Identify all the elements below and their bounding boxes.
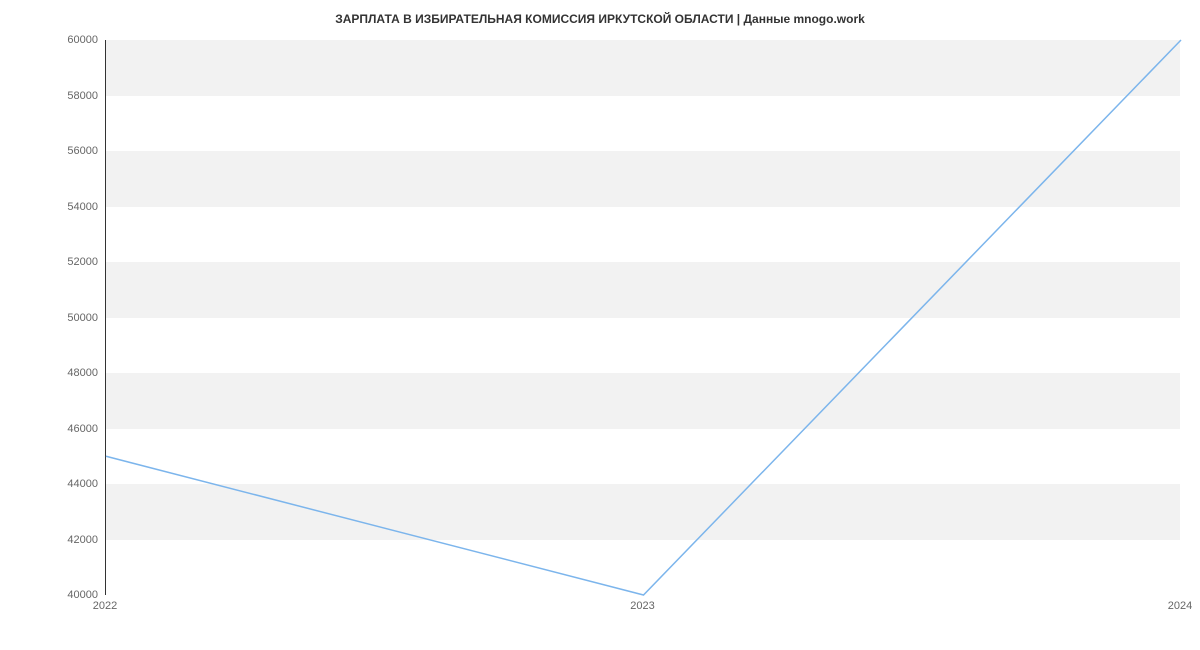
y-tick-label: 52000 <box>38 256 98 268</box>
x-tick-label: 2023 <box>630 600 654 612</box>
y-tick-label: 58000 <box>38 90 98 102</box>
y-tick-label: 48000 <box>38 367 98 379</box>
line-series <box>106 40 1180 595</box>
y-tick-label: 50000 <box>38 312 98 324</box>
x-tick-label: 2024 <box>1168 600 1192 612</box>
x-tick-label: 2022 <box>93 600 117 612</box>
plot-area <box>105 40 1180 595</box>
y-tick-label: 46000 <box>38 423 98 435</box>
y-tick-label: 44000 <box>38 478 98 490</box>
y-tick-label: 60000 <box>38 34 98 46</box>
y-tick-label: 56000 <box>38 145 98 157</box>
y-tick-label: 42000 <box>38 534 98 546</box>
y-tick-label: 40000 <box>38 589 98 601</box>
y-tick-label: 54000 <box>38 201 98 213</box>
chart-title: ЗАРПЛАТА В ИЗБИРАТЕЛЬНАЯ КОМИССИЯ ИРКУТС… <box>0 12 1200 26</box>
